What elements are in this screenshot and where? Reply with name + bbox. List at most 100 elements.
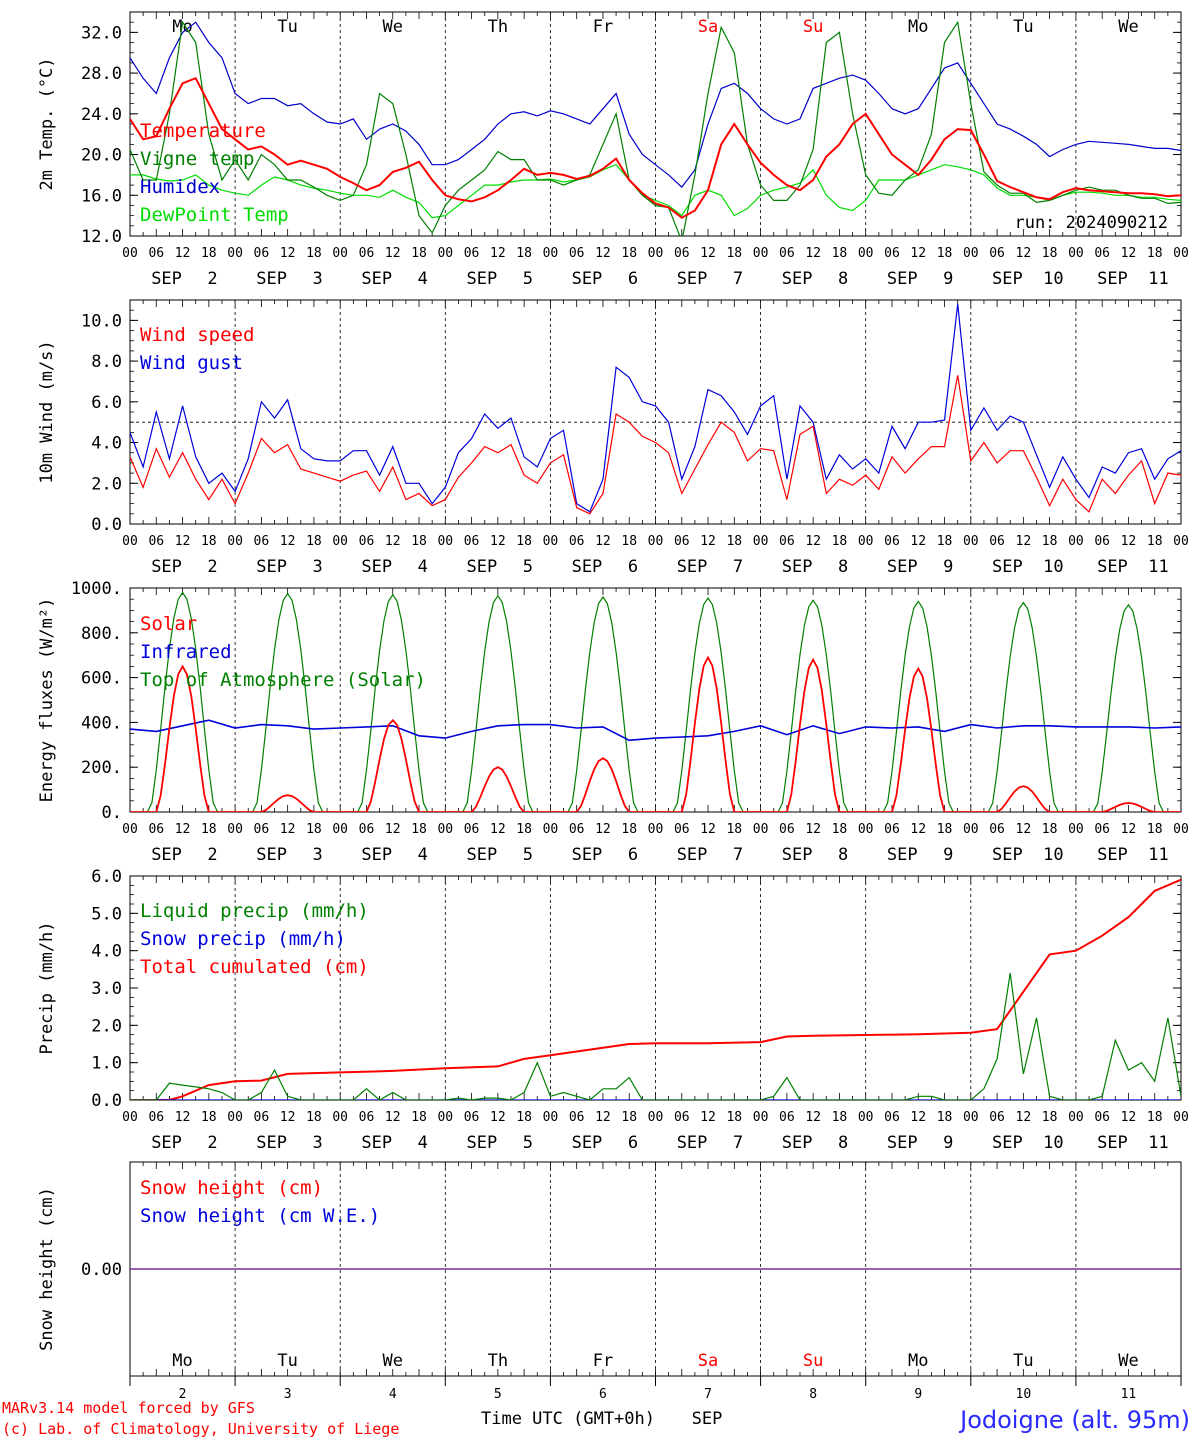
hour-tick-label: 00 [437,1110,453,1125]
date-day-label: 4 [418,557,428,577]
hour-tick-label: 00 [227,822,243,837]
hour-tick-label: 12 [595,246,611,261]
date-month-label: SEP [677,845,708,865]
hour-tick-label: 00 [753,534,769,549]
date-month-label: SEP [887,269,918,289]
date-day-label: 6 [628,845,638,865]
bottom-day-number: 2 [179,1387,187,1402]
y-tick-label: 0.0 [91,515,122,535]
date-day-label: 9 [943,1133,953,1153]
date-month-label: SEP [151,269,182,289]
panel-wind: 0.0 2.0 4.0 6.0 8.0 10.0 10m Wind (m/s) 00 06 12 1… [37,299,1189,577]
hour-tick-label: 12 [490,246,506,261]
hour-tick-label: 18 [832,246,848,261]
hour-tick-label: 00 [1068,246,1084,261]
date-month-label: SEP [992,845,1023,865]
hour-tick-label: 06 [779,822,795,837]
y-tick-label: 400. [81,713,122,733]
hour-tick-label: 00 [227,1110,243,1125]
day-name-label: Sa [698,1351,718,1371]
hour-tick-label: 06 [254,822,270,837]
day-name-label: We [1118,17,1138,37]
day-name-label: We [1118,1351,1138,1371]
hour-tick-label: 12 [910,1110,926,1125]
date-month-label: SEP [466,845,497,865]
date-month-label: SEP [466,557,497,577]
day-name-label: We [383,1351,403,1371]
hour-tick-label: 06 [674,822,690,837]
bottom-day-number: 4 [389,1387,397,1402]
hour-tick-label: 12 [805,1110,821,1125]
hour-tick-label: 00 [858,534,874,549]
hour-tick-label: 00 [227,534,243,549]
hour-tick-label: 18 [832,1110,848,1125]
hour-tick-label: 00 [648,822,664,837]
date-month-label: SEP [992,1133,1023,1153]
date-month-label: SEP [887,845,918,865]
date-day-label: 8 [838,845,848,865]
date-month-label: SEP [361,557,392,577]
day-name-label: We [383,17,403,37]
hour-tick-label: 18 [1042,822,1058,837]
hour-tick-label: 18 [306,1110,322,1125]
hour-tick-label: 00 [227,246,243,261]
hour-tick-label: 18 [516,822,532,837]
date-month-label: SEP [466,269,497,289]
day-name-label: Fr [593,1351,613,1371]
legend-entry: DewPoint Temp [140,204,289,226]
date-day-label: 2 [207,269,217,289]
date-day-label: 7 [733,557,743,577]
hour-tick-label: 00 [332,822,348,837]
date-month-label: SEP [887,557,918,577]
date-day-label: 3 [313,1133,323,1153]
y-tick-label: 28.0 [81,64,122,84]
date-month-label: SEP [466,1133,497,1153]
date-month-label: SEP [151,845,182,865]
hour-tick-label: 00 [1173,534,1189,549]
hour-tick-label: 12 [1016,822,1032,837]
series-line [130,973,1181,1100]
date-month-label: SEP [361,269,392,289]
series-solar-line [130,655,1181,812]
date-day-label: 3 [313,269,323,289]
y-tick-label: 200. [81,758,122,778]
hour-tick-label: 12 [175,1110,191,1125]
hour-tick-label: 06 [569,822,585,837]
legend-entry: Wind gust [140,352,243,374]
hour-tick-label: 12 [805,822,821,837]
date-day-label: 2 [207,557,217,577]
hour-tick-label: 06 [359,822,375,837]
series-line [130,76,1181,219]
date-day-label: 5 [523,845,533,865]
date-month-label: SEP [572,845,603,865]
date-day-label: 6 [628,557,638,577]
date-day-label: 5 [523,557,533,577]
hour-tick-label: 06 [884,246,900,261]
hour-tick-label: 06 [569,534,585,549]
legend-entry: Snow precip (mm/h) [140,928,346,950]
hour-tick-label: 18 [621,246,637,261]
hour-tick-label: 18 [306,822,322,837]
date-month-label: SEP [1097,845,1128,865]
date-month-label: SEP [1097,269,1128,289]
legend-entry: Snow height (cm) [140,1177,323,1199]
date-month-label: SEP [256,845,287,865]
hour-tick-label: 00 [1173,246,1189,261]
hour-tick-label: 06 [148,246,164,261]
hour-tick-label: 00 [332,246,348,261]
y-tick-label: 0.0 [91,1091,122,1111]
hour-tick-label: 18 [201,534,217,549]
hour-tick-label: 00 [858,246,874,261]
bottom-day-number: 3 [284,1387,292,1402]
date-day-label: 8 [838,1133,848,1153]
hour-tick-label: 18 [1147,534,1163,549]
x-axis-month: SEP [692,1409,723,1429]
date-month-label: SEP [256,269,287,289]
legend-entry: Vigne temp [140,148,254,170]
hour-tick-label: 12 [490,822,506,837]
hour-tick-label: 12 [1121,1110,1137,1125]
y-tick-label: 3.0 [91,979,122,999]
hour-tick-label: 00 [1068,1110,1084,1125]
date-day-label: 11 [1148,269,1168,289]
date-day-label: 7 [733,845,743,865]
